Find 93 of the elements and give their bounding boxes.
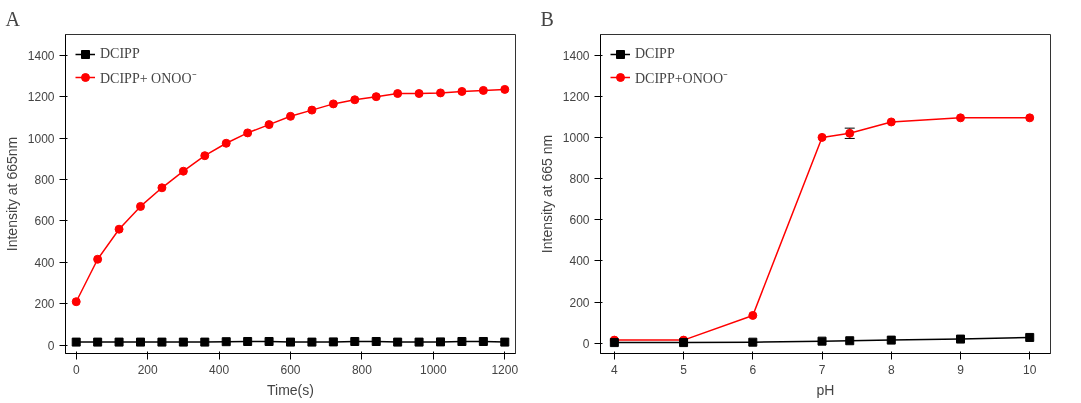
chart-title: B: [540, 7, 554, 30]
point: [157, 183, 167, 193]
x-tick-label: 200: [137, 362, 158, 377]
x-tick-label: 10: [1023, 362, 1037, 377]
point: [500, 337, 510, 347]
point: [243, 336, 253, 346]
point: [350, 336, 360, 346]
point: [307, 337, 317, 347]
point: [350, 95, 360, 105]
point: [748, 310, 758, 320]
y-tick-label: 200: [569, 295, 590, 310]
x-tick-label: 0: [72, 362, 80, 377]
point: [393, 89, 403, 99]
point: [457, 336, 467, 346]
point: [136, 201, 145, 211]
point: [393, 337, 403, 347]
x-axis-title: pH: [816, 381, 835, 398]
point: [264, 336, 274, 346]
point: [478, 336, 488, 346]
point: [457, 86, 467, 96]
x-tick-label: 600: [280, 362, 301, 377]
chart-title: A: [5, 7, 21, 30]
y-tick-label: 800: [569, 172, 590, 187]
x-tick-label: 1200: [491, 362, 519, 377]
point: [71, 337, 81, 347]
point: [71, 297, 81, 307]
x-tick-label: 7: [818, 362, 826, 377]
point: [243, 128, 253, 138]
x-tick-label: 6: [749, 362, 757, 377]
y-tick-label: 200: [34, 297, 55, 312]
y-tick-label: 1400: [27, 48, 55, 63]
point: [136, 337, 145, 347]
point: [478, 85, 488, 95]
point: [286, 337, 295, 347]
y-tick-label: 0: [582, 336, 590, 351]
point: [114, 337, 124, 347]
x-tick-label: 8: [887, 362, 895, 377]
y-tick-label: 1000: [27, 131, 55, 146]
x-axis-title: Time(s): [267, 381, 314, 398]
point: [817, 132, 827, 142]
legend-label: DCIPP: [100, 46, 140, 62]
point: [307, 105, 317, 115]
legend-label: DCIPP: [635, 46, 675, 62]
x-tick-label: 9: [957, 362, 965, 377]
y-tick-label: 1000: [562, 130, 590, 145]
point: [328, 99, 338, 109]
point: [178, 166, 188, 176]
point: [436, 337, 445, 347]
point: [371, 92, 381, 102]
y-tick-label: 400: [569, 254, 590, 269]
point: [414, 89, 424, 99]
x-tick-label: 1000: [420, 362, 448, 377]
point: [93, 337, 103, 347]
point: [114, 224, 124, 234]
point: [286, 111, 295, 121]
point: [200, 337, 210, 347]
x-tick-label: 400: [209, 362, 230, 377]
point: [414, 337, 424, 347]
y-tick-label: 1400: [562, 48, 590, 63]
y-tick-label: 800: [34, 173, 55, 187]
y-tick-label: 1200: [562, 89, 590, 104]
point: [221, 337, 231, 347]
point: [748, 337, 758, 347]
point: [221, 138, 231, 148]
x-tick-label: 4: [611, 362, 619, 377]
y-tick-label: 600: [569, 213, 590, 228]
point: [817, 336, 827, 346]
point: [157, 337, 167, 347]
point: [436, 88, 445, 98]
y-axis-title: Intensity at 665nm: [3, 136, 20, 252]
point: [371, 336, 381, 346]
point: [178, 337, 188, 347]
point: [956, 334, 965, 344]
point: [1025, 113, 1035, 123]
x-tick-label: 800: [351, 362, 373, 377]
legend-label: DCIPP+ ONOO⁻: [100, 69, 197, 87]
y-tick-label: 0: [47, 338, 55, 353]
point: [886, 117, 896, 127]
point: [264, 120, 274, 130]
x-tick-label: 5: [680, 362, 688, 377]
point: [93, 254, 103, 264]
point: [500, 84, 510, 94]
y-tick-label: 400: [34, 255, 55, 270]
y-axis-title: Intensity at 665 nm: [538, 134, 555, 254]
point: [1025, 332, 1035, 342]
point: [845, 336, 855, 346]
point: [328, 337, 338, 347]
y-tick-label: 1200: [27, 90, 55, 105]
point: [200, 151, 210, 161]
point: [886, 335, 896, 345]
legend-label: DCIPP+ONOO⁻: [635, 69, 729, 87]
y-tick-label: 600: [34, 214, 55, 229]
point: [956, 113, 965, 123]
